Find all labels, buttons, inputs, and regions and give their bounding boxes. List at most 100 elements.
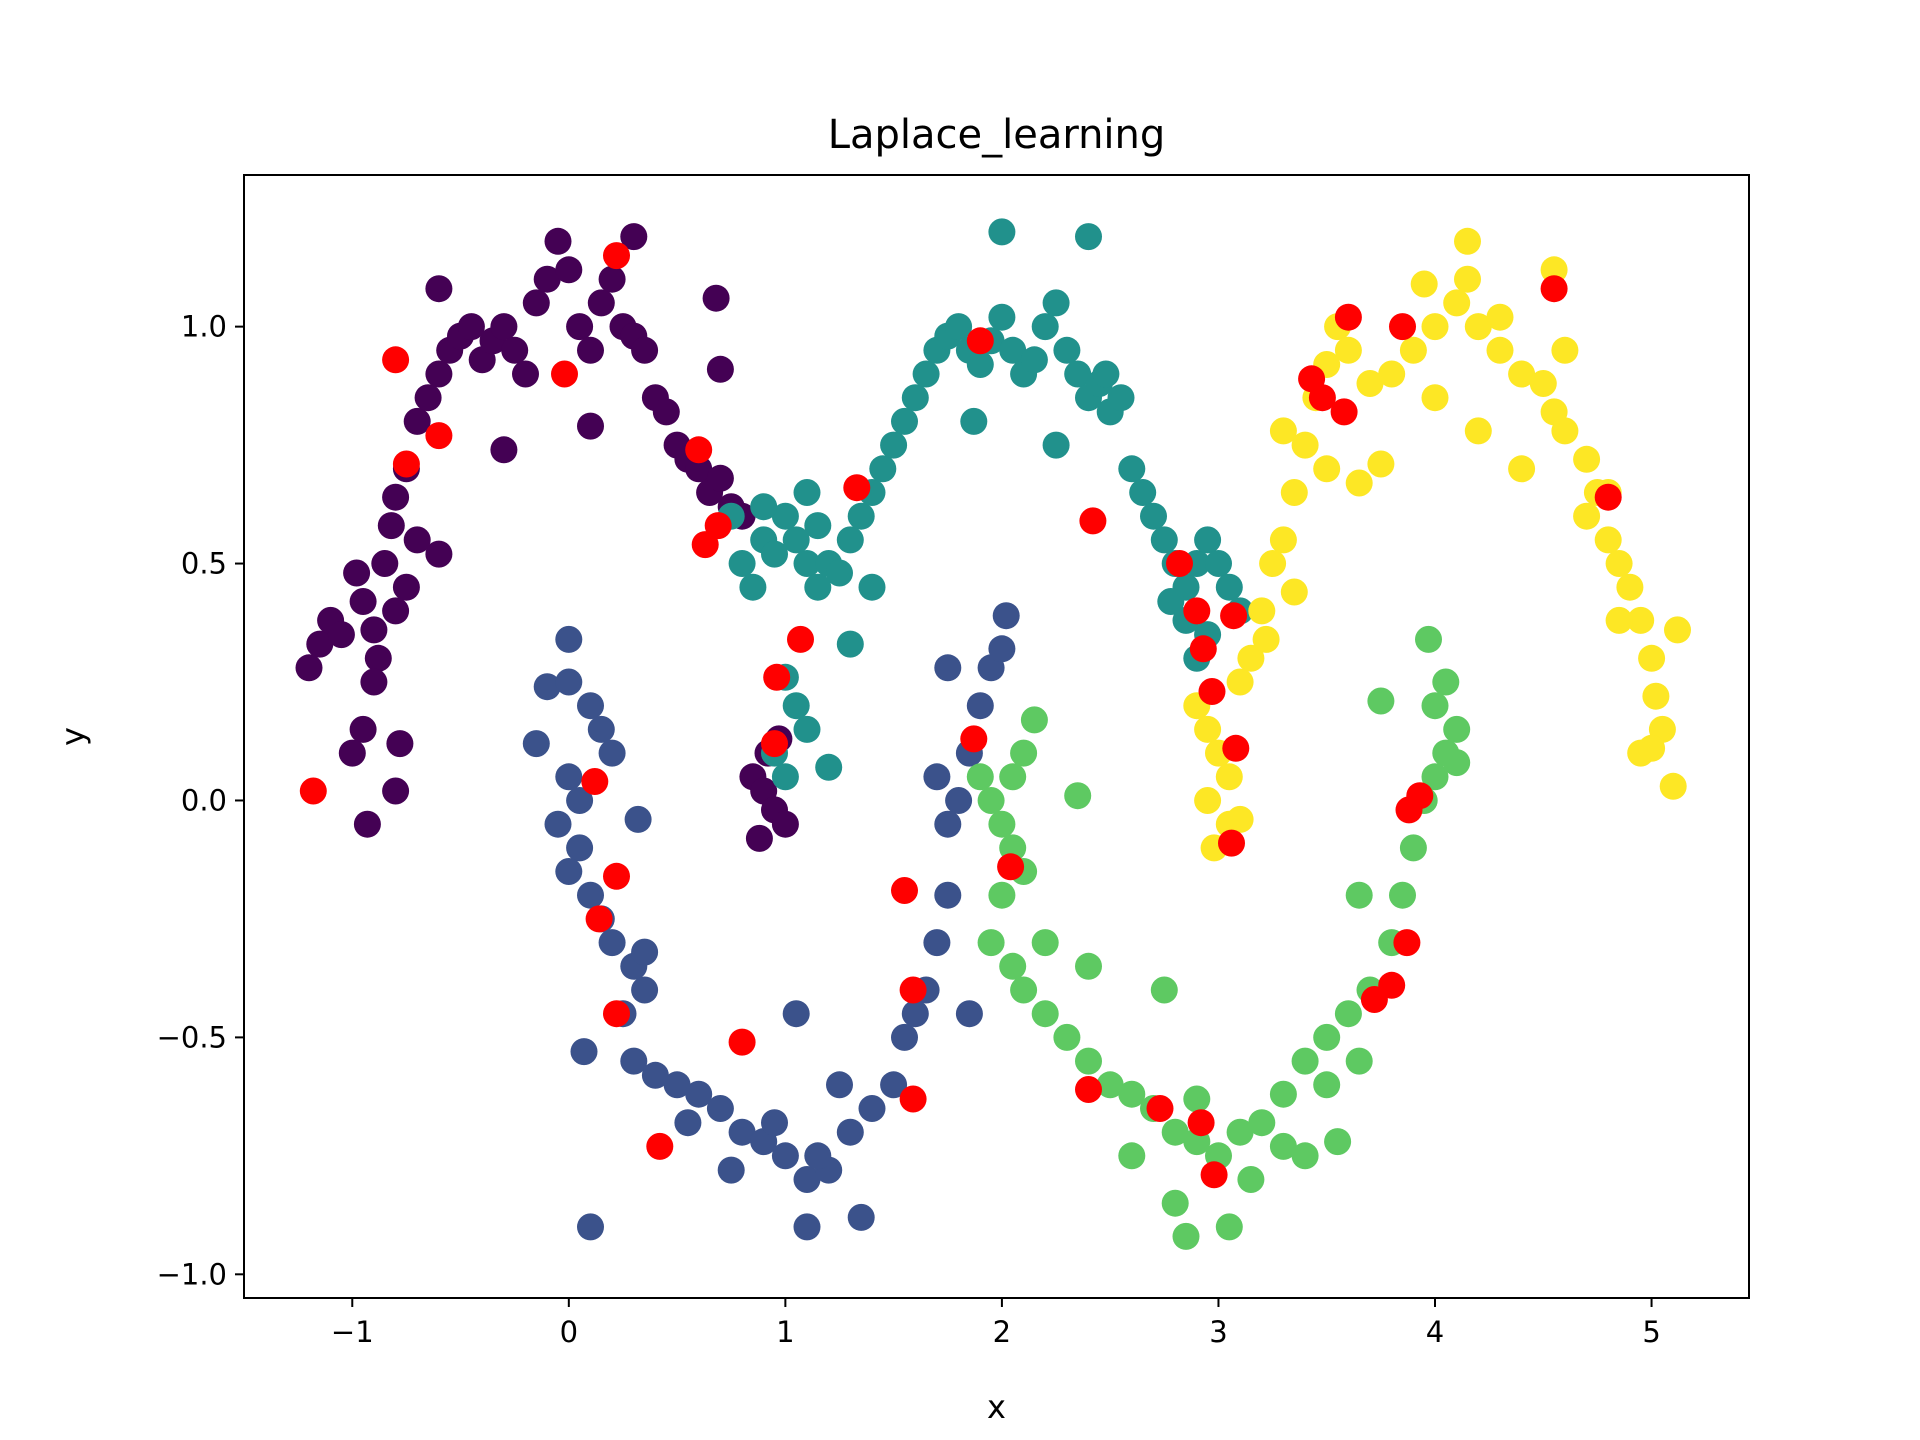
scatter-point [555,625,583,653]
scatter-point [1334,336,1362,364]
scatter-point [1222,734,1250,762]
scatter-point [1486,336,1514,364]
x-tick-label: 0 [560,1315,578,1349]
scatter-point [1075,952,1102,980]
scatter-point [1389,881,1416,909]
scatter-point [782,692,810,720]
scatter-point [522,289,550,317]
scatter-point [1075,223,1102,251]
scatter-point [1010,976,1038,1004]
x-tick-label: 4 [1426,1315,1444,1349]
scatter-point [1189,635,1217,663]
scatter-point [691,531,719,559]
scatter-point [577,412,604,440]
scatter-point [934,881,962,909]
scatter-point [1280,578,1308,606]
scatter-point [1393,929,1421,957]
scatter-point [988,218,1016,246]
scatter-point [1421,384,1449,412]
scatter-point [999,336,1027,364]
scatter-point [386,730,414,758]
scatter-point [999,952,1027,980]
scatter-point [836,1118,864,1146]
scatter-point [353,810,381,838]
scatter-point [598,929,626,957]
scatter-point [1269,1080,1297,1108]
scatter-point [966,327,994,355]
scatter-point [1334,303,1362,331]
scatter-point [555,668,583,696]
scatter-point [771,502,799,530]
scatter-point [836,526,864,554]
scatter-point [1031,929,1059,957]
x-tick-label: 3 [1209,1315,1227,1349]
scatter-point [988,635,1016,663]
scatter-point [566,834,594,862]
series-4 [966,625,1471,1250]
scatter-point [631,976,659,1004]
scatter-point [1313,455,1341,483]
scatter-point [1194,715,1222,743]
scatter-point [934,810,962,838]
scatter-point [425,422,453,450]
scatter-point [704,512,732,540]
scatter-point [551,360,578,388]
scatter-point [555,858,583,885]
scatter-point [1313,1023,1341,1051]
scatter-point [512,360,539,388]
scatter-point [717,1156,745,1184]
scatter-point [1053,336,1081,364]
scatter-point [793,1213,821,1241]
scatter-point [663,1071,691,1099]
scatter-point [490,313,518,341]
scatter-point [1237,1166,1265,1193]
scatter-point [631,336,659,364]
scatter-point [899,976,927,1004]
scatter-point [891,407,918,435]
scatter-point [1421,763,1449,791]
scatter-point [966,351,994,378]
scatter-point [923,929,951,957]
scatter-point [382,597,410,625]
scatter-point [1146,1095,1174,1122]
scatter-point [1205,550,1232,577]
scatter-point [988,810,1016,838]
scatter-point [685,455,713,483]
scatter-point [1573,445,1601,473]
scatter-point [1421,313,1449,341]
scatter-point [1330,398,1358,426]
scatter-point [793,715,821,743]
scatter-point [1594,483,1622,511]
scatter-point [1010,739,1038,767]
scatter-point [1291,1142,1319,1170]
scatter-point [1220,602,1248,630]
scatter-point [1378,971,1406,999]
scatter-point [1259,550,1287,577]
scatter-point [299,777,327,805]
scatter-point [826,559,853,587]
scatter-point [1237,644,1265,672]
scatter-point [544,810,572,838]
scatter-point [382,777,410,805]
scatter-point [1031,313,1059,341]
scatter-point [1540,275,1568,303]
scatter-point [1064,360,1092,388]
chart-title: Laplace_learning [828,112,1166,158]
scatter-point [1638,734,1666,762]
scatter-point [1140,502,1167,530]
scatter-point [1399,336,1427,364]
scatter-point [425,275,453,303]
scatter-point [1079,507,1107,535]
scatter-point [620,223,648,251]
scatter-point [403,407,431,435]
scatter-point [1454,265,1481,293]
scatter-point [1443,715,1471,743]
scatter-point [1161,1189,1189,1217]
scatter-point [1226,668,1254,696]
scatter-point [728,1118,756,1146]
scatter-point [1172,1222,1200,1250]
scatter-point [364,644,392,672]
scatter-point [349,715,377,743]
scatter-point [587,715,615,743]
scatter-point [1551,417,1579,445]
